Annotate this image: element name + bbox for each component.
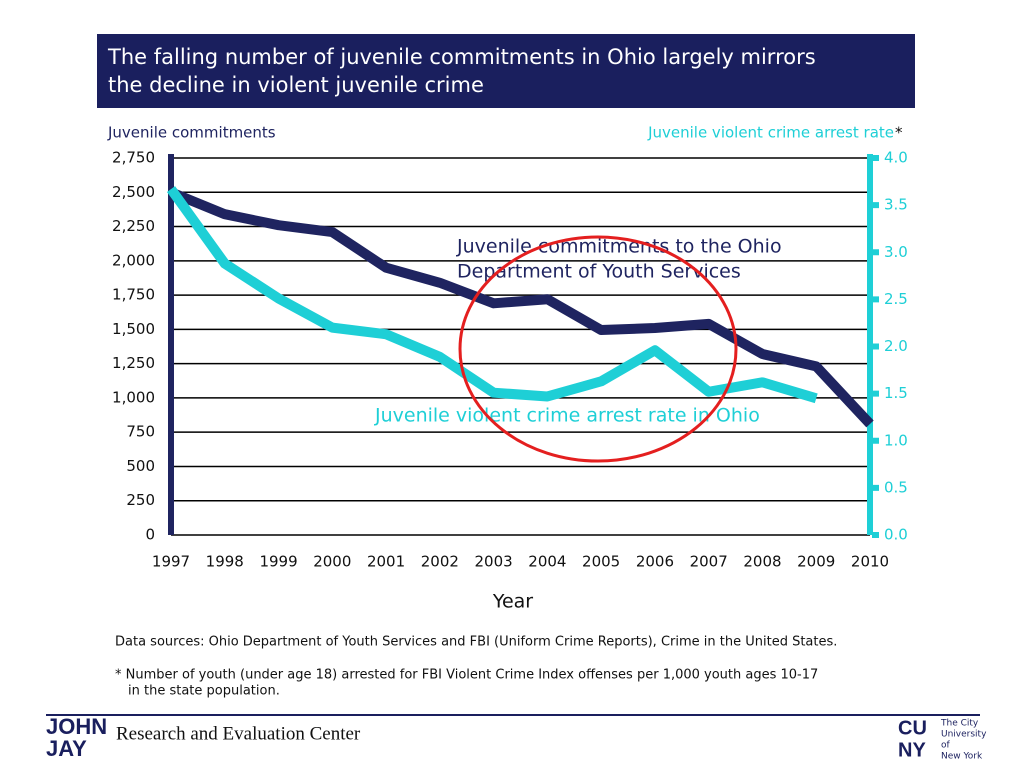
y-tick-label: 2,500	[112, 183, 155, 201]
logo-right-text: New York	[941, 752, 983, 762]
series-line	[166, 186, 818, 404]
y2-tick-label: 0.0	[884, 526, 908, 544]
logo-right: NY	[898, 739, 926, 761]
y-tick-label: 2,000	[112, 251, 155, 269]
highlight-circle	[458, 235, 738, 463]
footer-center: Research and Evaluation Center	[116, 723, 361, 744]
x-tick-label: 1998	[206, 553, 244, 571]
footnote: in the state population.	[128, 684, 280, 699]
y2-axis-label-mark: *	[895, 124, 903, 142]
series-annotation: Juvenile violent crime arrest rate in Oh…	[374, 405, 760, 427]
y2-tick-label: 1.5	[884, 384, 908, 402]
x-tick-label: 2006	[636, 553, 674, 571]
y2-tick-label: 0.5	[884, 478, 908, 496]
y2-tick-mark	[872, 484, 879, 491]
y2-tick-mark	[872, 437, 879, 444]
title-bar	[97, 34, 915, 108]
y-tick-label: 1,500	[112, 320, 155, 338]
y-tick-label: 0	[145, 526, 155, 544]
sources: Data sources: Ohio Department of Youth S…	[115, 635, 837, 650]
footnote: * Number of youth (under age 18) arreste…	[115, 668, 818, 683]
y2-tick-mark	[872, 155, 879, 161]
series-line	[169, 187, 874, 428]
x-tick-label: 1997	[152, 553, 190, 571]
logo-right: CU	[898, 717, 927, 739]
y-tick-label: 1,250	[112, 354, 155, 372]
title-line: the decline in violent juvenile crime	[108, 73, 484, 97]
y2-tick-label: 1.0	[884, 431, 908, 449]
x-tick-label: 2003	[475, 553, 513, 571]
y-tick-label: 1,000	[112, 388, 155, 406]
title-line: The falling number of juvenile commitmen…	[107, 45, 816, 69]
x-tick-label: 2001	[367, 553, 405, 571]
logo-right-text: of	[941, 741, 951, 751]
series-annotation: Juvenile commitments to the Ohio	[456, 236, 782, 258]
logo-right-text: The City	[940, 719, 979, 729]
y-tick-label: 2,250	[112, 217, 155, 235]
x-tick-label: 2009	[797, 553, 835, 571]
y-tick-label: 500	[126, 457, 155, 475]
y-tick-label: 250	[126, 491, 155, 509]
y2-tick-label: 3.0	[884, 243, 908, 261]
y2-tick-mark	[872, 202, 879, 209]
x-tick-label: 2010	[851, 553, 889, 571]
x-tick-label: 2005	[582, 553, 620, 571]
y2-tick-label: 2.5	[884, 290, 908, 308]
y2-tick-mark	[872, 296, 879, 303]
y2-tick-mark	[872, 532, 879, 538]
x-tick-label: 2004	[528, 553, 566, 571]
x-tick-label: 2002	[421, 553, 459, 571]
y2-tick-mark	[872, 249, 879, 256]
y2-tick-label: 3.5	[884, 196, 908, 214]
y2-axis-label: Juvenile violent crime arrest rate	[647, 124, 894, 142]
logo-right-text: University	[941, 730, 987, 740]
y-tick-label: 1,750	[112, 286, 155, 304]
y2-tick-label: 4.0	[884, 149, 908, 167]
y-tick-label: 2,750	[112, 149, 155, 167]
y2-tick-mark	[872, 343, 879, 350]
x-axis-label: Year	[492, 591, 533, 613]
y-axis-label: Juvenile commitments	[107, 124, 276, 142]
y2-tick-mark	[872, 390, 879, 397]
logo-left: JAY	[46, 736, 87, 761]
x-tick-label: 2007	[690, 553, 728, 571]
logo-left: JOHN	[46, 714, 107, 739]
y-tick-label: 750	[126, 423, 155, 441]
x-tick-label: 1999	[259, 553, 297, 571]
x-tick-label: 2000	[313, 553, 351, 571]
x-tick-label: 2008	[743, 553, 781, 571]
series-annotation: Department of Youth Services	[457, 261, 741, 283]
y2-tick-label: 2.0	[884, 337, 908, 355]
